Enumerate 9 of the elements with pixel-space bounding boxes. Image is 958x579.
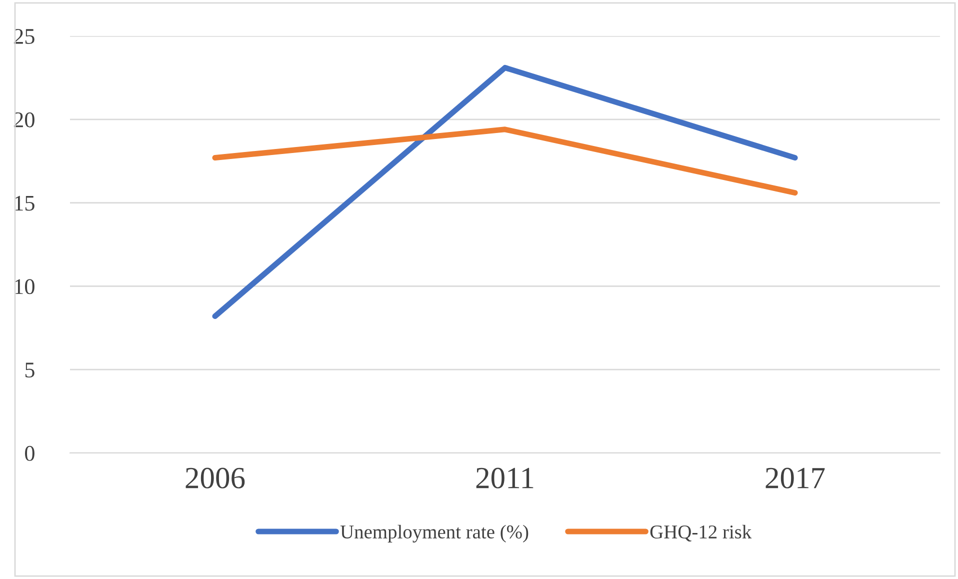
x-tick-label: 2011 — [476, 468, 534, 488]
legend-label: Unemployment rate (%) — [340, 524, 528, 543]
y-tick-label: 15 — [15, 196, 34, 211]
legend-label: GHQ-12 risk — [650, 524, 752, 542]
y-tick-label: 5 — [25, 362, 34, 378]
y-tick-label: 10 — [15, 279, 34, 294]
x-tick-label: 2006 — [186, 468, 245, 488]
y-tick-label: 0 — [25, 446, 34, 461]
x-tick-label: 2017 — [766, 468, 825, 488]
